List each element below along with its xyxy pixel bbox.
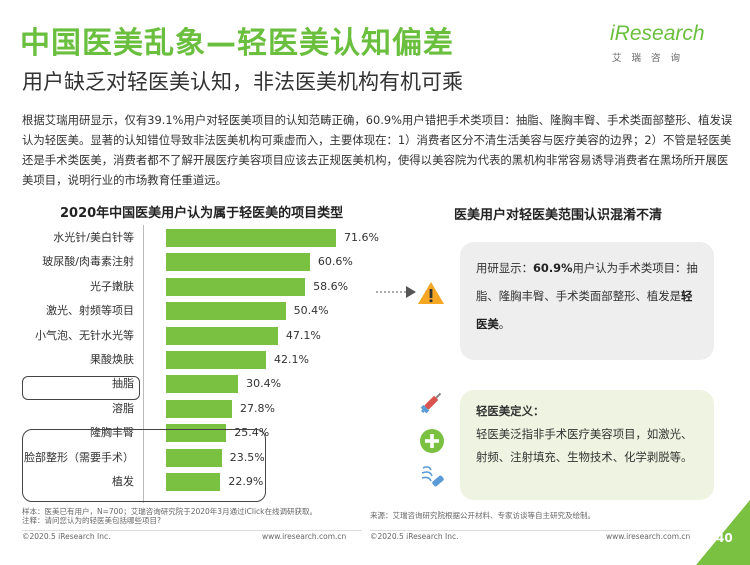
- bar-category-label: 光子嫩肤: [22, 278, 134, 296]
- finding-prefix: 用研显示：: [476, 261, 533, 275]
- bar: [166, 375, 238, 393]
- bar-value-label: 42.1%: [274, 351, 309, 369]
- bar: [166, 278, 305, 296]
- finding-percent: 60.9%: [533, 261, 573, 275]
- sample-notes: 样本：医美已有用户，N=700；艾瑞咨询研究院于2020年3月通过iClick在…: [22, 507, 317, 525]
- finding-end: 。: [499, 317, 510, 331]
- bar: [166, 253, 310, 271]
- bar-category-label: 溶脂: [22, 400, 134, 418]
- bar-category-label: 小气泡、无针水光等: [22, 327, 134, 345]
- bar: [166, 229, 336, 247]
- highlight-outline-surgery: [22, 429, 266, 502]
- page-subtitle: 用户缺乏对轻医美认知，非法医美机构有机可乘: [22, 66, 463, 96]
- logo-subtitle: 艾瑞咨询: [612, 50, 690, 64]
- bar: [166, 302, 286, 320]
- sample-note-line: 样本：医美已有用户，N=700；艾瑞咨询研究院于2020年3月通过iClick在…: [22, 507, 317, 516]
- bar-row: 小气泡、无针水光等 47.1%: [22, 327, 402, 345]
- definition-title: 轻医美定义：: [476, 400, 698, 423]
- bar-value-label: 47.1%: [286, 327, 321, 345]
- warning-icon: [417, 280, 445, 306]
- bar-value-label: 71.6%: [344, 229, 379, 247]
- page-number: 40: [716, 531, 733, 545]
- bar: [166, 351, 266, 369]
- bar-row: 溶脂 27.8%: [22, 400, 402, 418]
- bar-value-label: 58.6%: [313, 278, 348, 296]
- bar-category-label: 水光针/美白针等: [22, 229, 134, 247]
- right-panel-title: 医美用户对轻医美范围认识混淆不清: [454, 204, 662, 223]
- bar-row: 水光针/美白针等 71.6%: [22, 229, 402, 247]
- bar-category-label: 激光、射频等项目: [22, 302, 134, 320]
- logo-word: iResearch: [610, 22, 705, 46]
- definition-text: 轻医美泛指非手术医疗美容项目，如激光、射频、注射填充、生物技术、化学剥脱等。: [476, 423, 698, 469]
- plus-icon: [419, 428, 445, 454]
- bar-row: 果酸焕肤 42.1%: [22, 351, 402, 369]
- bar-value-label: 60.6%: [318, 253, 353, 271]
- highlight-outline-liposuction: [22, 376, 140, 400]
- intro-paragraph: 根据艾瑞用研显示，仅有39.1%用户对轻医美项目的认知范畴正确，60.9%用户错…: [22, 110, 734, 190]
- chart-title: 2020年中国医美用户认为属于轻医美的项目类型: [60, 202, 343, 221]
- footer-divider-right: [370, 530, 690, 531]
- laser-icon: [419, 462, 447, 490]
- bar-value-label: 27.8%: [240, 400, 275, 418]
- footer-copyright-left: ©2020.5 iResearch Inc.: [22, 532, 110, 541]
- definition-box: 轻医美定义： 轻医美泛指非手术医疗美容项目，如激光、射频、注射填充、生物技术、化…: [460, 390, 714, 500]
- bar-category-label: 果酸焕肤: [22, 351, 134, 369]
- survey-finding-box: 用研显示：60.9%用户认为手术类项目：抽脂、隆胸丰臀、手术类面部整形、植发是轻…: [460, 242, 714, 360]
- bar: [166, 327, 278, 345]
- footer-url-left: www.iresearch.com.cn: [262, 532, 346, 541]
- footer-copyright-right: ©2020.5 iResearch Inc.: [370, 532, 458, 541]
- syringe-icon: [418, 388, 446, 416]
- annotation-note-line: 注释：请问您认为的轻医美包括哪些项目?: [22, 516, 317, 525]
- source-note: 来源：艾瑞咨询研究院根据公开材料、专家访谈等自主研究及绘制。: [370, 510, 595, 521]
- bar-category-label: 玻尿酸/肉毒素注射: [22, 253, 134, 271]
- footer-url-right: www.iresearch.com.cn: [606, 532, 690, 541]
- bar: [166, 400, 232, 418]
- page-title: 中国医美乱象—轻医美认知偏差: [20, 18, 454, 62]
- bar-value-label: 30.4%: [246, 375, 281, 393]
- bar-row: 激光、射频等项目 50.4%: [22, 302, 402, 320]
- bar-row: 光子嫩肤 58.6%: [22, 278, 402, 296]
- iresearch-logo: iResearch 艾瑞咨询: [608, 22, 736, 66]
- bar-value-label: 50.4%: [294, 302, 329, 320]
- arrow-icon: [374, 282, 418, 302]
- bar-row: 玻尿酸/肉毒素注射 60.6%: [22, 253, 402, 271]
- footer-divider-left: [22, 530, 362, 531]
